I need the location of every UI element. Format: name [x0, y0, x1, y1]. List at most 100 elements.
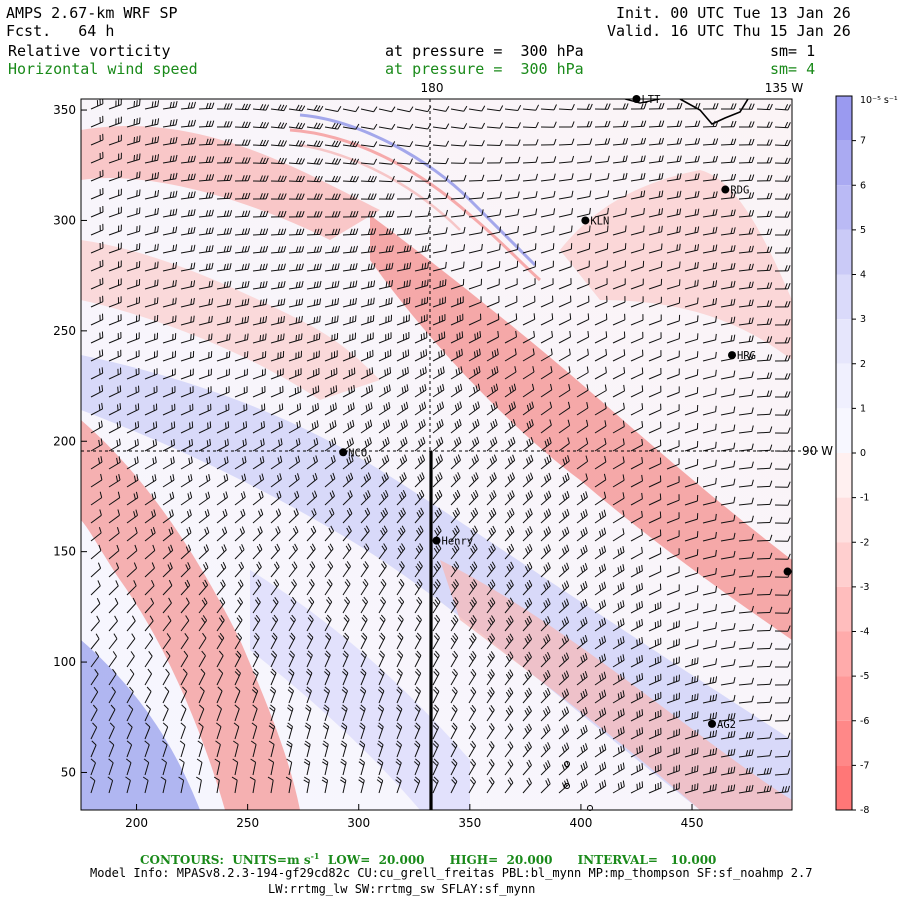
- wind-barb-flag: [636, 747, 638, 754]
- wind-barb-staff: [468, 180, 483, 182]
- wind-barb-flag: [415, 686, 421, 692]
- wind-barb-flag: [244, 245, 248, 253]
- wind-barb-flag: [528, 456, 532, 463]
- wind-barb-flag: [280, 316, 283, 323]
- wind-barb-flag: [435, 563, 440, 569]
- wind-barb-staff: [720, 322, 734, 326]
- wind-barb-flag: [383, 405, 386, 412]
- wind-barb-flag: [709, 695, 712, 702]
- wind-barb-flag: [589, 138, 593, 145]
- wind-barb-flag: [190, 191, 193, 198]
- wind-barb-flag: [283, 316, 285, 323]
- wind-barb-flag: [145, 722, 151, 728]
- wind-barb-flag: [352, 402, 355, 409]
- wind-barb-flag: [730, 281, 733, 288]
- wind-barb-flag: [525, 494, 529, 501]
- wind-barb-flag: [642, 243, 645, 250]
- wind-barb-flag: [265, 228, 269, 235]
- wind-barb-staff: [270, 478, 282, 488]
- label-90w: 90 W: [802, 444, 833, 458]
- wind-barb-flag: [187, 156, 191, 163]
- wind-barb-staff: [468, 673, 477, 686]
- wind-barb-staff: [108, 744, 115, 758]
- wind-barb-flag: [547, 778, 551, 785]
- wind-barb-flag: [211, 333, 213, 340]
- wind-barb-flag: [543, 620, 547, 627]
- wind-barb-staff: [720, 592, 734, 596]
- wind-barb-flag: [359, 689, 365, 694]
- wind-barb-staff: [324, 460, 336, 470]
- wind-barb-flag: [697, 155, 700, 162]
- wind-barb-flag: [582, 600, 586, 607]
- wind-barb-flag: [275, 561, 280, 568]
- wind-barb-staff: [360, 744, 366, 758]
- wind-barb-flag: [440, 436, 444, 443]
- wind-barb-staff: [612, 319, 626, 326]
- wind-barb-flag: [180, 722, 186, 728]
- wind-barb-flag: [471, 686, 477, 693]
- wind-barb-flag: [603, 671, 607, 678]
- wind-barb-staff: [522, 301, 536, 308]
- wind-barb-flag: [275, 528, 279, 534]
- wind-barb-flag: [715, 280, 718, 287]
- wind-barb-flag: [223, 475, 226, 482]
- wind-barb-flag: [334, 193, 338, 200]
- wind-barb-flag: [283, 210, 287, 217]
- wind-barb-flag: [512, 454, 516, 461]
- wind-barb-flag: [679, 226, 681, 233]
- wind-barb-flag: [459, 401, 462, 408]
- wind-barb-flag: [397, 668, 403, 674]
- wind-barb-flag: [582, 546, 586, 553]
- wind-barb-staff: [108, 373, 122, 380]
- wind-barb-flag: [208, 102, 212, 109]
- wind-barb-staff: [162, 638, 171, 650]
- wind-barb-flag: [607, 103, 611, 110]
- wind-barb-staff: [666, 409, 680, 416]
- wind-barb-staff: [450, 319, 464, 326]
- wind-barb-flag: [99, 509, 102, 516]
- wind-barb-flag: [220, 563, 225, 570]
- wind-barb-flag: [787, 409, 791, 416]
- wind-barb-flag: [169, 562, 173, 569]
- wind-barb-flag: [617, 603, 620, 610]
- wind-barb-flag: [193, 244, 196, 251]
- x-tick-label: 350: [458, 816, 481, 830]
- wind-barb-flag: [247, 210, 251, 217]
- wind-barb-flag: [352, 175, 357, 182]
- wind-barb-flag: [201, 650, 206, 657]
- wind-barb-flag: [254, 599, 260, 605]
- wind-barb-staff: [540, 783, 551, 794]
- wind-barb-flag: [580, 656, 584, 663]
- wind-barb-staff: [558, 514, 570, 524]
- x-tick-label: 250: [236, 816, 259, 830]
- wind-barb-staff: [522, 495, 533, 506]
- wind-barb-staff: [594, 623, 606, 632]
- wind-barb-flag: [277, 526, 281, 533]
- wind-barb-flag: [342, 686, 348, 692]
- wind-barb-flag: [585, 761, 588, 768]
- wind-barb-staff: [522, 371, 535, 380]
- wind-barb-flag: [204, 510, 208, 517]
- wind-barb-staff: [378, 355, 392, 362]
- wind-barb-flag: [636, 567, 638, 574]
- wind-barb-flag: [313, 211, 317, 218]
- wind-barb-flag: [748, 174, 752, 181]
- wind-barb-flag: [165, 650, 171, 657]
- wind-barb-flag: [607, 190, 610, 197]
- wind-barb-flag: [477, 401, 480, 408]
- wind-barb-flag: [529, 508, 533, 515]
- wind-barb-staff: [108, 122, 122, 128]
- wind-barb-staff: [684, 662, 698, 668]
- wind-barb-flag: [676, 173, 679, 180]
- wind-barb-flag: [241, 157, 245, 164]
- wind-barb-flag: [564, 492, 568, 499]
- wind-barb-flag: [305, 689, 311, 694]
- wind-barb-staff: [180, 426, 193, 434]
- station-marker: [339, 448, 348, 457]
- wind-barb-staff: [270, 513, 281, 524]
- wind-barb-staff: [738, 215, 753, 218]
- wind-barb-staff: [504, 371, 517, 380]
- wind-barb-flag: [151, 511, 154, 518]
- wind-barb-flag: [134, 527, 138, 534]
- wind-barb-flag: [100, 456, 103, 463]
